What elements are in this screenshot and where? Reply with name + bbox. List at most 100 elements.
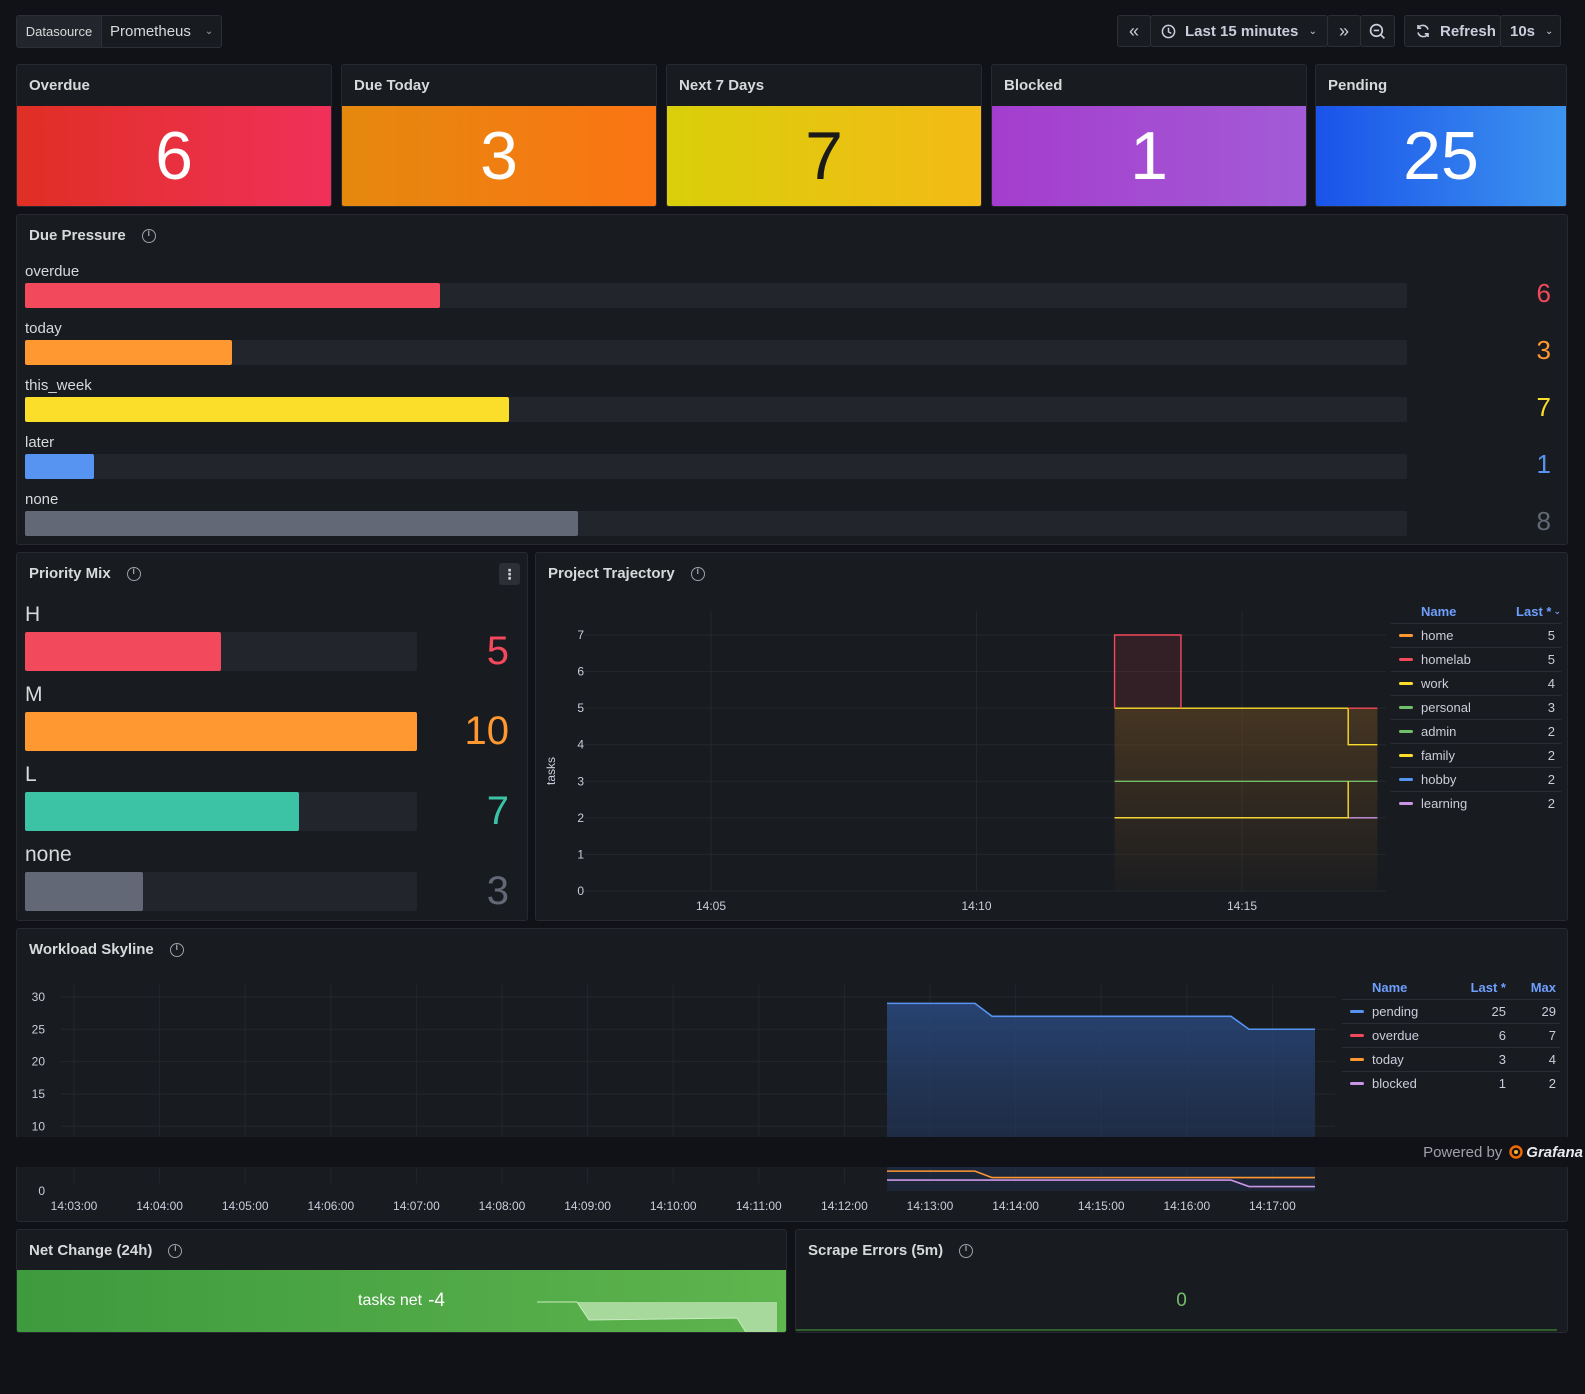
sparkline	[537, 1301, 777, 1332]
bar-track	[25, 397, 1407, 422]
grafana-brand-text: Grafana	[1526, 1143, 1583, 1161]
y-tick-label: 7	[577, 628, 584, 642]
sparkline-baseline	[796, 1329, 1557, 1331]
info-icon[interactable]	[168, 1243, 183, 1258]
x-tick-label: 14:10	[961, 899, 991, 913]
bar-track	[25, 454, 1407, 479]
bar-value: 5	[486, 629, 509, 673]
series-color-swatch	[1399, 802, 1413, 805]
legend-value-last: 1	[1498, 1076, 1506, 1091]
stat-tile-pending: Pending 25	[1315, 64, 1567, 207]
stat-title: Overdue	[29, 77, 90, 94]
legend-value-max: 7	[1548, 1028, 1556, 1043]
bar-fill	[25, 632, 221, 671]
legend-row[interactable]: hobby 2	[1391, 767, 1561, 791]
legend-row[interactable]: overdue 6 7	[1342, 1023, 1560, 1047]
panel-title[interactable]: Due Pressure	[29, 227, 156, 244]
legend-row[interactable]: work 4	[1391, 671, 1561, 695]
bar-label: later	[25, 434, 55, 451]
legend-header-last[interactable]: Last *	[1516, 603, 1552, 619]
series-color-swatch	[1399, 754, 1413, 757]
panel-title[interactable]: Priority Mix	[29, 565, 141, 582]
refresh-interval-picker[interactable]: 10s ⌄	[1500, 15, 1561, 47]
panel-title-text: Due Pressure	[29, 227, 126, 244]
zoom-out-button[interactable]	[1360, 15, 1395, 47]
series-name: home	[1421, 628, 1454, 643]
legend-value-last: 2	[1547, 772, 1555, 787]
timeseries-chart[interactable]: 0 1 2 3 4 5 6 7 14:05 14:10 14:15	[536, 583, 1396, 921]
info-icon[interactable]	[169, 942, 184, 957]
panel-title[interactable]: Project Trajectory	[548, 565, 705, 582]
legend-value-last: 3	[1498, 1052, 1506, 1067]
y-tick-label: 30	[32, 990, 46, 1004]
series-line	[887, 1002, 1315, 1031]
datasource-picker[interactable]: Datasource Prometheus ⌄	[16, 15, 222, 48]
info-icon[interactable]	[141, 228, 156, 243]
legend-row[interactable]: pending 25 29	[1342, 999, 1560, 1023]
y-tick-label: 2	[577, 811, 584, 825]
legend-row[interactable]: family 2	[1391, 743, 1561, 767]
legend-row[interactable]: personal 3	[1391, 695, 1561, 719]
legend-row[interactable]: learning 2	[1391, 791, 1561, 815]
legend-table: Name Last * Max pending 25 29 overdue 6 7 today 3 4…	[1342, 975, 1560, 1095]
legend-table: Name Last * ⌄ home 5 homelab 5 work 4 personal 3 ad…	[1391, 599, 1561, 815]
time-shift-back-button[interactable]: «	[1117, 15, 1151, 47]
time-shift-forward-button[interactable]: »	[1327, 15, 1361, 47]
legend-row[interactable]: home 5	[1391, 623, 1561, 647]
info-icon[interactable]	[690, 566, 705, 581]
datasource-select[interactable]: Prometheus ⌄	[102, 16, 221, 47]
info-icon[interactable]	[959, 1243, 974, 1258]
legend-header[interactable]: Name Last * Max	[1342, 975, 1560, 999]
series-color-swatch	[1350, 1010, 1364, 1013]
legend-header-last[interactable]: Last *	[1470, 979, 1506, 995]
panel-title[interactable]: Net Change (24h)	[29, 1242, 183, 1259]
legend-row[interactable]: homelab 5	[1391, 647, 1561, 671]
bar-fill	[25, 712, 417, 751]
legend-row[interactable]: blocked 1 2	[1342, 1071, 1560, 1095]
series-name: work	[1421, 676, 1449, 691]
series-name: blocked	[1372, 1076, 1417, 1091]
legend-value-max: 29	[1541, 1004, 1556, 1019]
panel-title-text: Scrape Errors (5m)	[808, 1242, 944, 1259]
y-tick-label: 0	[38, 1184, 45, 1198]
info-icon[interactable]	[126, 566, 141, 581]
stat-value: 25	[1316, 106, 1566, 206]
panel-title[interactable]: Scrape Errors (5m)	[808, 1242, 974, 1259]
kebab-menu-icon: ⋮	[502, 566, 517, 582]
legend-header-max[interactable]: Max	[1530, 979, 1556, 995]
legend-row[interactable]: today 3 4	[1342, 1047, 1560, 1071]
series-name: pending	[1372, 1004, 1419, 1019]
legend-header[interactable]: Name Last * ⌄	[1391, 599, 1561, 623]
legend-header-name[interactable]: Name	[1421, 603, 1457, 619]
bar-track	[25, 872, 417, 911]
legend-series-name: learning	[1391, 796, 1511, 811]
x-tick-label: 14:17:00	[1249, 1199, 1296, 1213]
y-tick-label: 20	[32, 1055, 46, 1069]
stat-title: Next 7 Days	[679, 77, 765, 94]
panel-title-text: Workload Skyline	[29, 941, 154, 958]
stat-title: Due Today	[354, 77, 430, 94]
time-range-picker[interactable]: Last 15 minutes ⌄	[1150, 15, 1328, 47]
legend-row[interactable]: admin 2	[1391, 719, 1561, 743]
panel-menu-button[interactable]: ⋮	[499, 563, 520, 585]
timeseries-chart[interactable]: 30 25 20 15 10 0 14:03:00 14:04:00 14:05:00 14:06…	[17, 949, 1337, 1219]
series-name: personal	[1421, 700, 1471, 715]
bar-track	[25, 283, 1407, 308]
refresh-button[interactable]: Refresh	[1404, 15, 1501, 47]
legend-series-name: homelab	[1391, 652, 1511, 667]
series-line	[887, 1179, 1315, 1188]
panel-title[interactable]: Workload Skyline	[29, 941, 184, 958]
sort-desc-icon: ⌄	[1553, 605, 1561, 616]
legend-header-name[interactable]: Name	[1372, 979, 1408, 995]
stat-value: 1	[992, 106, 1306, 206]
bar-fill	[25, 792, 300, 831]
series-color-swatch	[1350, 1058, 1364, 1061]
series-name: admin	[1421, 724, 1457, 739]
x-tick-label: 14:15:00	[1078, 1199, 1125, 1213]
stat-value: 3	[342, 106, 656, 206]
due-pressure-panel: Due Pressure overdue 6 today 3 this_week 7 lat…	[16, 214, 1568, 545]
bar-label: overdue	[25, 263, 80, 280]
panel-title-text: Project Trajectory	[548, 565, 675, 582]
series-line	[1113, 634, 1182, 709]
refresh-interval-value: 10s	[1510, 22, 1536, 40]
